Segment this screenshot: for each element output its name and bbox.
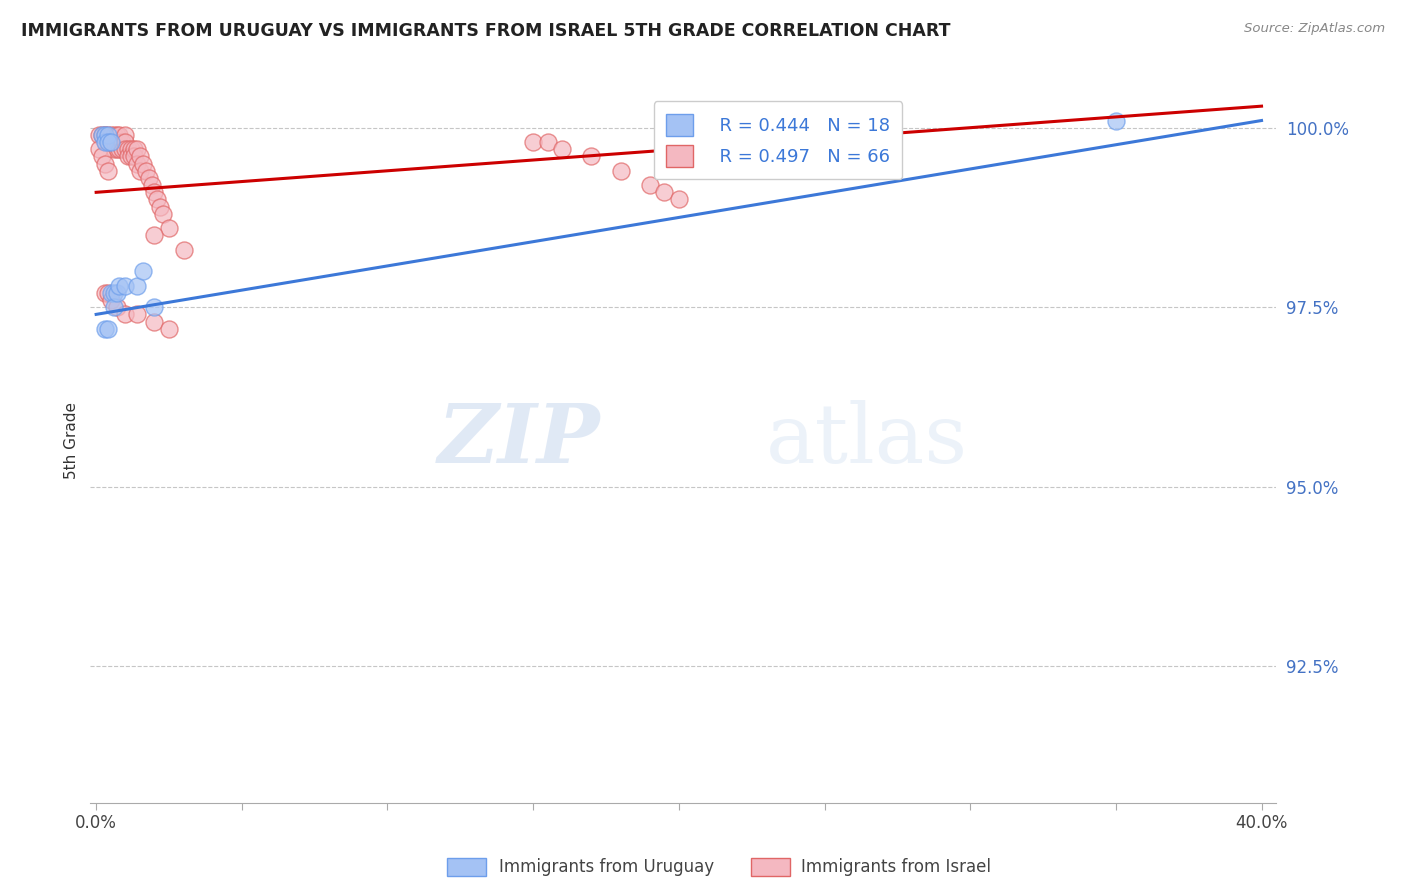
Legend:   R = 0.444   N = 18,   R = 0.497   N = 66: R = 0.444 N = 18, R = 0.497 N = 66 [654,101,903,179]
Point [114,142,136,156]
Point [91,149,114,163]
Y-axis label: 5th Grade: 5th Grade [65,401,79,478]
Point [103,142,125,156]
Point [103,300,125,314]
Point [97,128,120,142]
Point [146,193,169,207]
Point [143,300,166,314]
Point [100,135,122,149]
Point [100,128,122,142]
Point [91,128,114,142]
Point [114,278,136,293]
Point [111,142,134,156]
Point [128,163,150,178]
Point [157,322,180,336]
Point [100,135,122,149]
Point [143,186,166,200]
Point [103,285,125,300]
Point [91,128,114,142]
Point [125,307,148,321]
Point [125,156,148,170]
Point [108,128,131,142]
Point [103,135,125,149]
Point [94,128,117,142]
Point [100,293,122,307]
Point [108,278,131,293]
Point [551,142,574,156]
Point [105,128,128,142]
Point [94,322,117,336]
Point [94,285,117,300]
Point [122,149,145,163]
Point [97,135,120,149]
Point [143,228,166,243]
Point [128,149,150,163]
Point [97,285,120,300]
Point [105,285,128,300]
Point [114,135,136,149]
Point [138,171,160,186]
Point [609,163,631,178]
Point [120,142,142,156]
Point [522,135,544,149]
Point [114,128,136,142]
Point [173,243,195,257]
Point [638,178,661,193]
Point [125,142,148,156]
Point [537,135,560,149]
Point [125,278,148,293]
Point [117,149,139,163]
Point [94,156,117,170]
Point [143,314,166,328]
Point [94,128,117,142]
Point [117,142,139,156]
Point [141,178,163,193]
Point [105,142,128,156]
Point [94,135,117,149]
Point [152,207,174,221]
Point [652,186,675,200]
Point [103,135,125,149]
Point [120,149,142,163]
Point [103,128,125,142]
Point [132,156,155,170]
Point [97,128,120,142]
Point [87,142,110,156]
Point [111,135,134,149]
Point [668,193,690,207]
Text: atlas: atlas [766,400,969,480]
Point [132,264,155,278]
Point [149,200,172,214]
Text: Immigrants from Uruguay: Immigrants from Uruguay [499,858,714,876]
Point [135,163,157,178]
Point [100,285,122,300]
Point [122,142,145,156]
Text: ZIP: ZIP [437,400,600,480]
Point [108,142,131,156]
Point [97,322,120,336]
Point [97,135,120,149]
Point [114,307,136,321]
Point [105,135,128,149]
Point [581,149,603,163]
Point [100,135,122,149]
Point [105,300,128,314]
Point [157,221,180,235]
Point [1105,113,1128,128]
Point [94,135,117,149]
Point [87,128,110,142]
Text: Immigrants from Israel: Immigrants from Israel [801,858,991,876]
Point [97,163,120,178]
Point [94,128,117,142]
Point [97,135,120,149]
Text: Source: ZipAtlas.com: Source: ZipAtlas.com [1244,22,1385,36]
Text: IMMIGRANTS FROM URUGUAY VS IMMIGRANTS FROM ISRAEL 5TH GRADE CORRELATION CHART: IMMIGRANTS FROM URUGUAY VS IMMIGRANTS FR… [21,22,950,40]
